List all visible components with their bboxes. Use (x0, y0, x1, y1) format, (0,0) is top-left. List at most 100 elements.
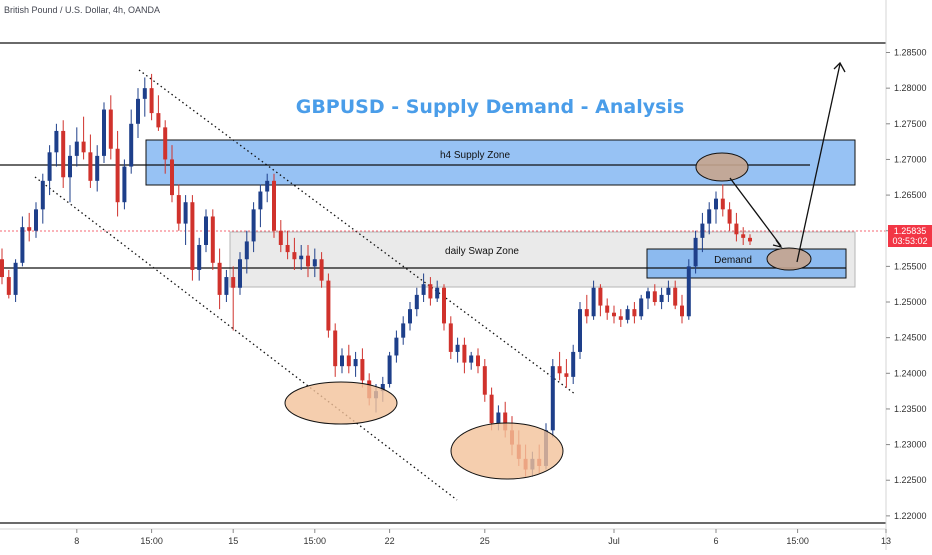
candle-body (652, 291, 657, 303)
candle-body (360, 359, 365, 381)
price-axis: 1.285001.280001.275001.270001.265001.260… (886, 48, 927, 521)
candle-body (408, 309, 412, 324)
candle-body (700, 223, 705, 238)
candle-body (108, 109, 113, 149)
line-layer (0, 42, 886, 524)
candle-body (401, 323, 406, 338)
candle-body (612, 312, 616, 317)
time-tick-label: 25 (480, 536, 490, 546)
candle-body (680, 305, 684, 317)
candle-body (435, 287, 440, 299)
candle-body (61, 130, 66, 178)
candle-body (571, 351, 576, 377)
candle-body (646, 291, 650, 299)
annotation-title: GBPUSD - Supply Demand - Analysis (296, 96, 685, 118)
candle-body (34, 209, 38, 231)
candle-body (748, 237, 752, 242)
current-price-value: 1.25835 (894, 226, 927, 236)
candle-body (292, 252, 297, 260)
candle-body (217, 262, 222, 295)
time-tick-label: 6 (713, 536, 718, 546)
candle-body (190, 202, 195, 270)
candle-body (54, 130, 59, 153)
candle-body (136, 98, 140, 124)
price-tick-label: 1.28500 (894, 48, 927, 58)
candle-body (632, 309, 637, 317)
candle-body (550, 366, 555, 431)
price-tick-label: 1.25000 (894, 297, 927, 307)
price-tick-label: 1.23500 (894, 404, 927, 414)
candle-body (591, 287, 596, 317)
candle-body (278, 230, 283, 245)
candle-body (20, 227, 25, 263)
candle-body (251, 209, 256, 242)
arrow-down-line (729, 177, 782, 247)
candle-body (693, 237, 698, 267)
candle-body (666, 287, 671, 295)
demand-zone-label: Demand (714, 255, 752, 266)
candle-body (625, 309, 630, 320)
candle-body (720, 198, 725, 210)
price-tick-label: 1.27000 (894, 154, 927, 164)
channel-upper-line (138, 69, 576, 395)
candle-body (88, 152, 93, 181)
price-tick-label: 1.22000 (894, 511, 927, 521)
candle-body (258, 191, 263, 210)
candle-body (346, 355, 351, 367)
candle-body (605, 305, 610, 313)
price-tag-background (888, 225, 932, 247)
candle-body (442, 287, 446, 324)
candle-body (455, 344, 460, 352)
candle-body (238, 259, 242, 288)
candle-body (584, 309, 589, 317)
time-tick-label: Jul (608, 536, 620, 546)
candle-body (489, 394, 494, 424)
price-tick-label: 1.23000 (894, 440, 927, 450)
price-tick-label: 1.24500 (894, 333, 927, 343)
candle-body (231, 277, 236, 288)
candle-body (476, 355, 480, 367)
price-tick-label: 1.22500 (894, 475, 927, 485)
candle-body (224, 277, 229, 295)
candle-body (102, 109, 106, 156)
candle-body (170, 159, 174, 196)
candle-body (74, 141, 79, 156)
candle-body (176, 195, 181, 224)
candle-body (319, 259, 324, 281)
time-tick-label: 8 (74, 536, 79, 546)
channel-lower-line (34, 176, 458, 501)
candle-body (673, 287, 678, 306)
candle-body (115, 148, 120, 203)
instrument-label: British Pound / U.S. Dollar, 4h, OANDA (4, 5, 160, 15)
time-tick-label: 15 (228, 536, 238, 546)
candle-body (40, 180, 45, 210)
candle-body (482, 366, 487, 395)
candle-body (13, 262, 18, 295)
candle-body (639, 298, 644, 317)
arrow-up-line (796, 63, 841, 263)
time-tick-label: 15:00 (304, 536, 327, 546)
price-tick-label: 1.25500 (894, 261, 927, 271)
candle-body (353, 359, 358, 367)
candle-body (244, 241, 249, 260)
candle-body (6, 277, 11, 295)
candle-body (421, 284, 426, 295)
candle-body (414, 294, 419, 310)
current-price-tag: 1.25835 03:53:02 (888, 225, 932, 247)
candle-body (299, 255, 304, 260)
candle-body (27, 227, 32, 231)
candle-body (95, 155, 100, 181)
arrow-down-head-icon (772, 239, 783, 249)
supply-zone-label: h4 Supply Zone (440, 150, 510, 161)
candle-body (727, 209, 732, 224)
candle-body (428, 284, 433, 299)
candle-body (686, 266, 691, 317)
candle-body (129, 123, 134, 167)
candle-body (741, 234, 746, 238)
supply-touch-ellipse (695, 152, 749, 182)
candle-body (469, 355, 474, 363)
candle-body (210, 216, 215, 263)
low-ellipse-right (450, 422, 564, 480)
